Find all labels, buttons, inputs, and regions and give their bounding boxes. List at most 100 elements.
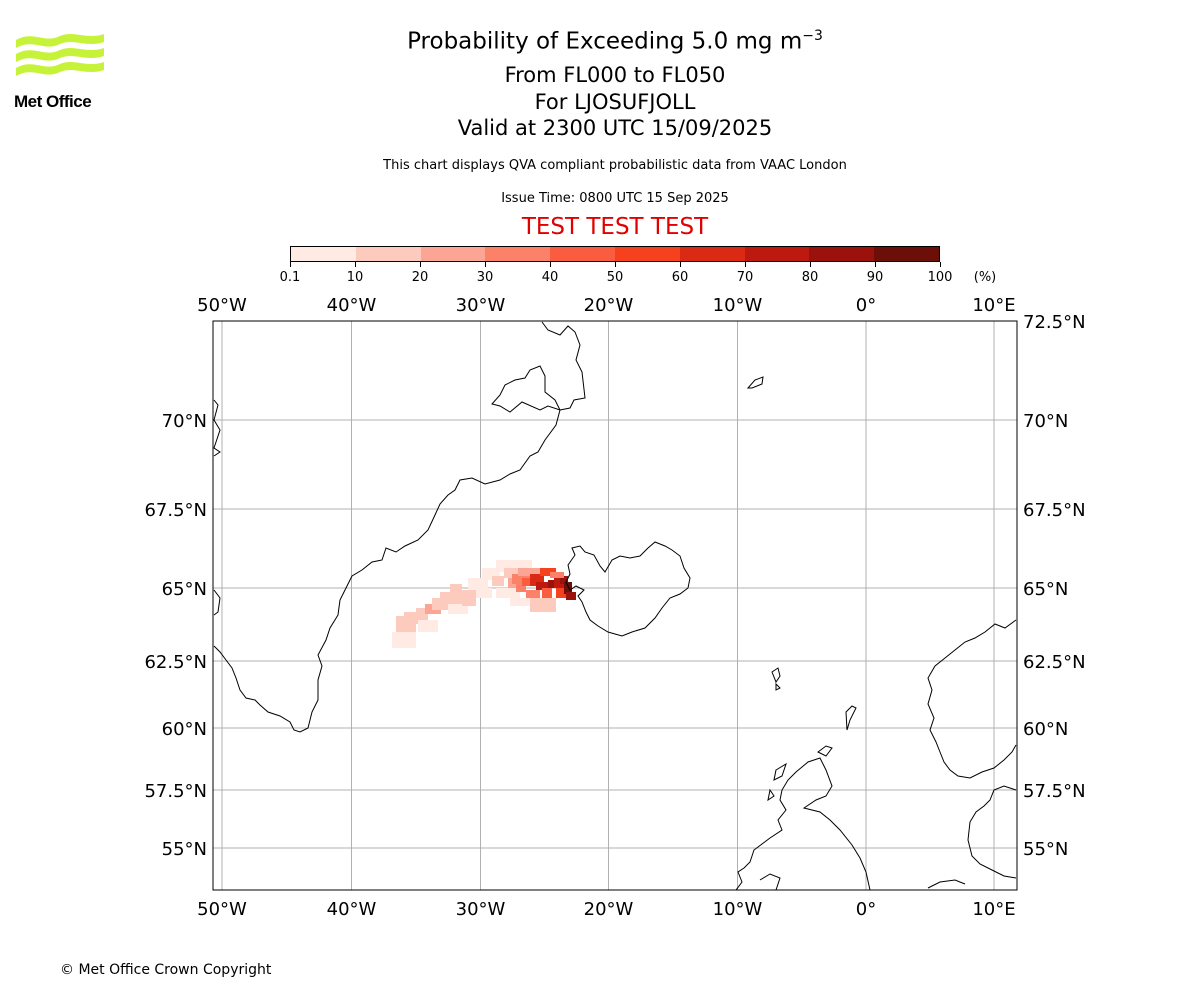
plume-cell xyxy=(542,588,552,598)
latitude-label-left: 57.5°N xyxy=(144,781,207,802)
denmark-coast xyxy=(967,785,1017,879)
latitude-labels: 70°N 67.5°N 65°N 62.5°N 60°N 57.5°N 55°N 72.5°N… xyxy=(144,312,1085,860)
title-superscript: −3 xyxy=(802,28,823,44)
colorbar-tick-label: 100 xyxy=(927,270,953,285)
plume-cell xyxy=(468,578,488,590)
plume-cell xyxy=(504,568,518,578)
longitude-label: 10°E xyxy=(972,899,1015,920)
plume-cell xyxy=(392,632,416,648)
longitude-label: 0° xyxy=(856,295,876,316)
colorbar-tick xyxy=(874,262,876,267)
colorbar-tick-label: 40 xyxy=(541,270,559,285)
colorbar-tick xyxy=(679,262,681,267)
latitude-label-right: 67.5°N xyxy=(1023,500,1086,521)
logo-text: Met Office xyxy=(14,92,92,111)
jan-mayen-coast xyxy=(746,376,764,389)
plume-cell xyxy=(496,588,520,598)
colorbar-segment-9 xyxy=(874,247,939,261)
latitude-label-left: 62.5°N xyxy=(144,652,207,673)
latitude-label-left: 67.5°N xyxy=(144,500,207,521)
latitude-label-left: 55°N xyxy=(162,839,207,860)
map-frame xyxy=(212,320,1018,891)
colorbar-segment-5 xyxy=(614,247,680,261)
longitude-label: 20°W xyxy=(584,899,634,920)
plume-cell xyxy=(476,588,492,598)
plume-cell xyxy=(560,576,568,584)
colorbar-tick-label: 90 xyxy=(866,270,884,285)
longitude-label: 10°E xyxy=(972,295,1015,316)
shetland-coast xyxy=(845,705,857,731)
latitude-label-left: 70°N xyxy=(162,411,207,432)
colorbar-tick-label: 70 xyxy=(736,270,754,285)
plume-cell xyxy=(516,584,526,592)
ireland-coast xyxy=(759,873,781,891)
colorbar-segment-8 xyxy=(809,247,875,261)
greenland-sw-edge xyxy=(213,589,221,616)
colorbar-tick xyxy=(939,262,941,267)
title-main: Probability of Exceeding 5.0 mg m xyxy=(407,28,803,55)
longitude-label: 10°W xyxy=(713,899,763,920)
plume-cell xyxy=(530,598,556,612)
latitude-label-right: 70°N xyxy=(1023,411,1068,432)
plume-cell xyxy=(554,578,564,588)
latitude-label-right: 62.5°N xyxy=(1023,652,1086,673)
latitude-label-right: 57.5°N xyxy=(1023,781,1086,802)
longitude-label: 10°W xyxy=(713,295,763,316)
plume-cell xyxy=(448,604,468,614)
faroe-coast xyxy=(771,667,781,691)
colorbar-tick-label: 0.1 xyxy=(279,270,301,285)
colorbar-tick xyxy=(549,262,551,267)
colorbar-tick xyxy=(289,262,291,267)
issue-time: Issue Time: 0800 UTC 15 Sep 2025 xyxy=(501,191,729,206)
plume-cell xyxy=(510,598,534,606)
colorbar-tick-label: 50 xyxy=(606,270,624,285)
plume-cell xyxy=(526,590,540,598)
latitude-label-right: 55°N xyxy=(1023,839,1068,860)
colorbar xyxy=(290,246,940,262)
plume-cell xyxy=(512,574,530,584)
plume-cell xyxy=(556,588,566,598)
plume-cell xyxy=(492,576,504,586)
latitude-label-right: 72.5°N xyxy=(1023,312,1086,333)
longitude-label: 20°W xyxy=(584,295,634,316)
coastlines xyxy=(213,321,1017,891)
chart-description: This chart displays QVA compliant probab… xyxy=(383,158,847,173)
colorbar-segment-6 xyxy=(679,247,745,261)
plume-cell xyxy=(536,582,550,590)
colorbar-tick xyxy=(354,262,356,267)
colorbar-tick xyxy=(809,262,811,267)
met-office-waves-icon xyxy=(16,34,104,76)
colorbar-tick xyxy=(419,262,421,267)
baltic-edge xyxy=(927,879,966,889)
plume-cell xyxy=(450,584,462,594)
longitude-label: 30°W xyxy=(456,295,506,316)
colorbar-segment-1 xyxy=(355,247,421,261)
plume-cell xyxy=(566,592,576,600)
colorbar-segment-7 xyxy=(744,247,810,261)
chart-title: Probability of Exceeding 5.0 mg m−3 xyxy=(0,28,1200,55)
colorbar-tick-label: 20 xyxy=(411,270,429,285)
longitude-label: 30°W xyxy=(456,899,506,920)
volcano-name: For LJOSUFJOLL xyxy=(534,90,696,114)
colorbar-segment-2 xyxy=(420,247,486,261)
plume-cell xyxy=(462,590,476,606)
ash-plume xyxy=(392,560,576,648)
plume-cell xyxy=(440,592,464,604)
colorbar-tick-label: 30 xyxy=(476,270,494,285)
latitude-label-right: 65°N xyxy=(1023,579,1068,600)
latitude-label-right: 60°N xyxy=(1023,719,1068,740)
plume-cell xyxy=(548,580,558,588)
colorbar-unit: (%) xyxy=(973,270,997,285)
greenland-coast xyxy=(213,321,586,733)
plume-cell xyxy=(518,568,540,576)
map-gridlines xyxy=(213,321,1017,890)
met-office-logo: Met Office xyxy=(14,30,106,112)
greenland-west-edge xyxy=(213,399,221,457)
scotland-coast xyxy=(735,757,871,891)
norway-coast xyxy=(927,619,1017,779)
latitude-label-left: 65°N xyxy=(162,579,207,600)
colorbar-segment-4 xyxy=(550,247,615,261)
iceland-coast xyxy=(565,541,691,637)
latitude-label-left: 60°N xyxy=(162,719,207,740)
